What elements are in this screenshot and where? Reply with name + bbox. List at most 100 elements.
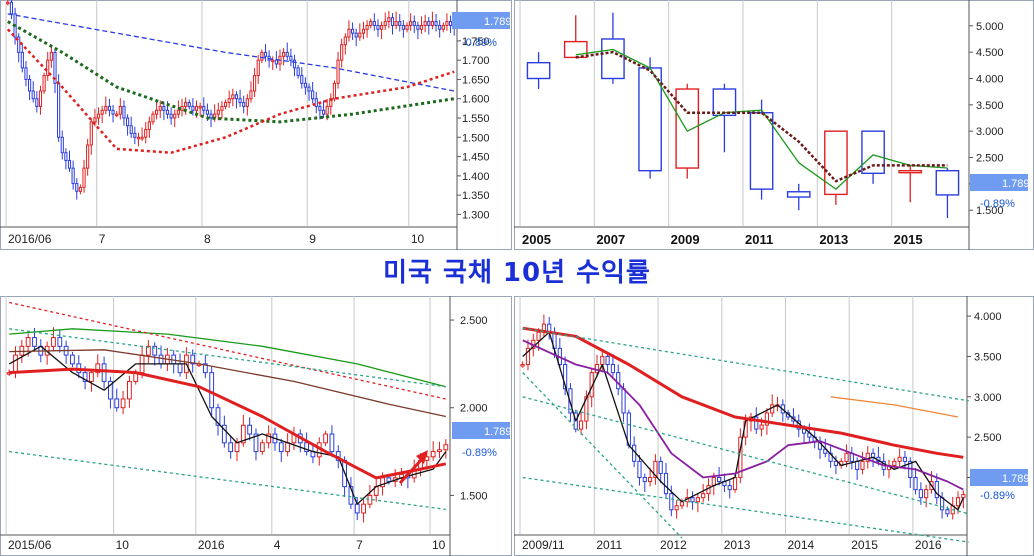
- x-tick-label: 7: [99, 232, 106, 246]
- last-value-box: [452, 422, 510, 439]
- candle-body: [82, 372, 88, 382]
- y-tick-label: 5.000: [976, 21, 1004, 33]
- candle-body: [913, 477, 918, 491]
- candle-body: [419, 24, 424, 30]
- candle-body: [358, 32, 362, 38]
- candle-body: [770, 404, 775, 414]
- y-tick-label: 1.350: [462, 190, 490, 202]
- candle-body: [354, 503, 360, 514]
- candle-body: [53, 51, 57, 84]
- y-tick-label: 3.000: [976, 126, 1004, 138]
- candle-body: [165, 109, 170, 115]
- x-tick-label: 2016: [198, 538, 225, 552]
- series-line-0: [522, 331, 964, 511]
- candle-body: [416, 24, 420, 30]
- candle-body: [231, 94, 235, 100]
- trend-arrow-icon: [398, 456, 425, 485]
- candle-body: [223, 102, 228, 107]
- candle-body: [259, 442, 265, 453]
- x-tick-label: 2011: [745, 232, 773, 247]
- candle-body: [75, 183, 79, 192]
- candle-body: [637, 460, 642, 479]
- candle-body: [136, 136, 141, 140]
- candle-body: [594, 364, 600, 374]
- panel-frame: [0, 0, 512, 250]
- candle-body: [307, 86, 311, 92]
- candle-body: [108, 380, 113, 400]
- candle-body: [260, 51, 264, 61]
- candle-body: [423, 21, 427, 26]
- candle-body: [202, 363, 208, 374]
- candle-body: [372, 21, 376, 26]
- candle-body: [187, 102, 191, 107]
- candle-body: [578, 420, 584, 430]
- candle-body: [754, 416, 759, 430]
- candle-body: [71, 167, 75, 185]
- candle-body: [6, 1, 10, 5]
- series-line-1: [575, 50, 948, 183]
- candle-body: [28, 78, 32, 92]
- y-tick-label: 2.500: [974, 432, 1002, 444]
- candle-body: [749, 112, 774, 190]
- y-tick-label: 1.500: [460, 490, 488, 502]
- candle-body: [732, 477, 738, 491]
- candle-body: [35, 98, 39, 107]
- candle-body: [386, 477, 392, 482]
- candle-body: [234, 94, 239, 100]
- candle-body: [361, 28, 366, 34]
- candle-body: [145, 345, 151, 356]
- yearly-candlestick-chart: 1.5002.0002.5003.0003.5004.0004.5005.000…: [514, 0, 1034, 250]
- candle-body: [118, 105, 122, 115]
- panel-frame: [0, 296, 512, 556]
- candle-body: [369, 21, 373, 26]
- candle-body: [9, 1, 14, 15]
- y-tick-label: 1.500: [976, 205, 1004, 217]
- candle-body: [70, 354, 75, 365]
- candle-body: [198, 105, 202, 109]
- change-label: -0.89%: [462, 37, 497, 49]
- candle-body: [674, 505, 679, 511]
- candle-body: [443, 444, 449, 451]
- candle-body: [701, 493, 706, 499]
- x-tick-label: 9: [309, 232, 316, 246]
- candle-body: [323, 433, 328, 444]
- candle-body: [318, 105, 322, 111]
- series-line-4: [9, 301, 446, 400]
- candle-body: [658, 460, 663, 474]
- candle-body: [610, 364, 616, 374]
- x-tick-label: 2016: [915, 538, 942, 552]
- candle-body: [336, 59, 340, 84]
- candle-body: [706, 485, 711, 495]
- candle-body: [60, 136, 64, 154]
- candle-body: [314, 98, 318, 107]
- candle-body: [438, 24, 442, 30]
- y-tick-label: 1.300: [462, 209, 490, 221]
- x-tick-label: 4: [274, 538, 281, 552]
- candle-body: [303, 82, 307, 88]
- x-tick-label: 2015: [894, 232, 923, 247]
- candle-body: [412, 21, 416, 26]
- candle-body: [20, 51, 24, 69]
- series-line-2: [522, 339, 964, 491]
- candle-body: [786, 191, 811, 198]
- y-tick-label: 3.000: [974, 392, 1002, 404]
- candle-body: [274, 59, 278, 65]
- y-tick-label: 1.750: [462, 36, 490, 48]
- candle-body: [125, 117, 130, 127]
- series-line-2: [6, 28, 455, 154]
- candle-body: [140, 136, 144, 140]
- x-tick-label: 2014: [787, 538, 814, 552]
- weekly-candlestick-chart: 1.500 2.000 2.500 2015/06 10 2016 4 7 10 1.789 -0.…: [0, 296, 512, 556]
- daily-chart-panel: 1.300 1.350 1.400 1.450 1.500 1.550 1.600 1.650…: [0, 0, 512, 250]
- candle-body: [401, 24, 405, 30]
- candle-body: [663, 472, 669, 495]
- monthly-chart-panel: 2.0002.5003.0003.5004.0002009/1120112012…: [514, 296, 1034, 556]
- candle-body: [96, 113, 101, 119]
- y-tick-label: 3.500: [974, 351, 1002, 363]
- series-line-0: [7, 13, 455, 92]
- candle-body: [934, 481, 939, 499]
- last-value-box: [970, 469, 1028, 486]
- candle-body: [638, 67, 662, 172]
- candle-body: [38, 90, 43, 107]
- candle-body: [430, 21, 434, 26]
